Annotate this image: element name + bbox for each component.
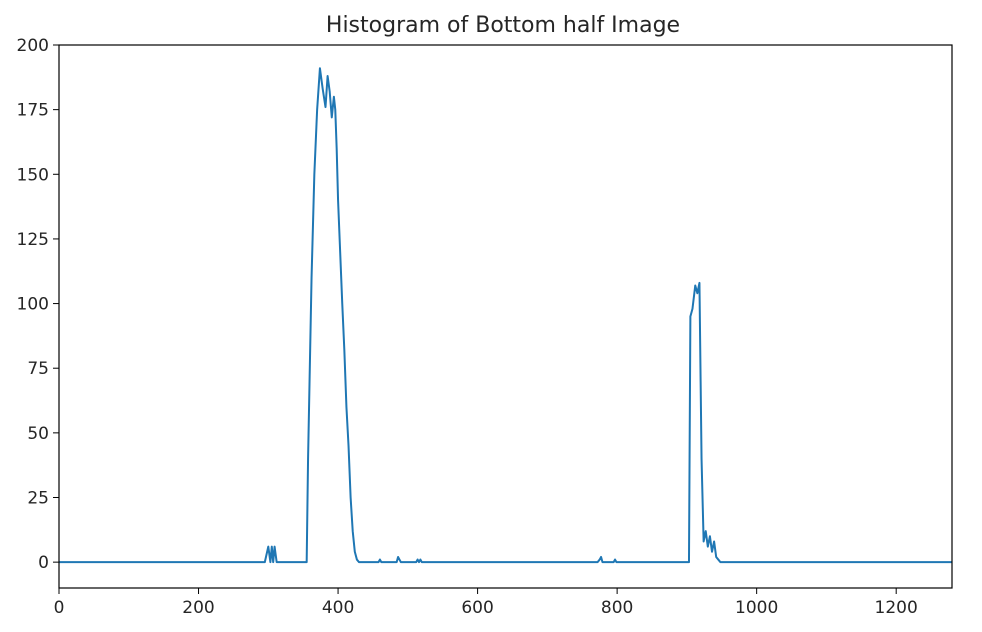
y-tick-label: 150 <box>17 165 49 185</box>
y-tick-label: 100 <box>17 295 49 315</box>
y-tick-label: 175 <box>17 101 49 121</box>
y-tick-label: 200 <box>17 36 49 56</box>
y-tick-label: 75 <box>27 359 49 379</box>
chart-title: Histogram of Bottom half Image <box>326 13 680 38</box>
x-tick-label: 0 <box>54 598 65 618</box>
x-tick-label: 600 <box>461 598 493 618</box>
histogram-line <box>59 67 952 564</box>
x-tick-label: 800 <box>601 598 633 618</box>
y-tick-label: 50 <box>27 424 49 444</box>
y-tick-label: 0 <box>38 553 49 573</box>
plot-frame <box>58 44 953 589</box>
x-tick-label: 400 <box>322 598 354 618</box>
x-tick-label: 1200 <box>875 598 918 618</box>
x-tick-label: 1000 <box>735 598 778 618</box>
y-tick-label: 25 <box>27 489 49 509</box>
y-axis: 0 25 50 75 100 125 150 175 200 <box>17 36 59 573</box>
x-axis: 0 200 400 600 800 1000 1200 <box>54 588 918 618</box>
y-tick-label: 125 <box>17 230 49 250</box>
x-tick-label: 200 <box>182 598 214 618</box>
